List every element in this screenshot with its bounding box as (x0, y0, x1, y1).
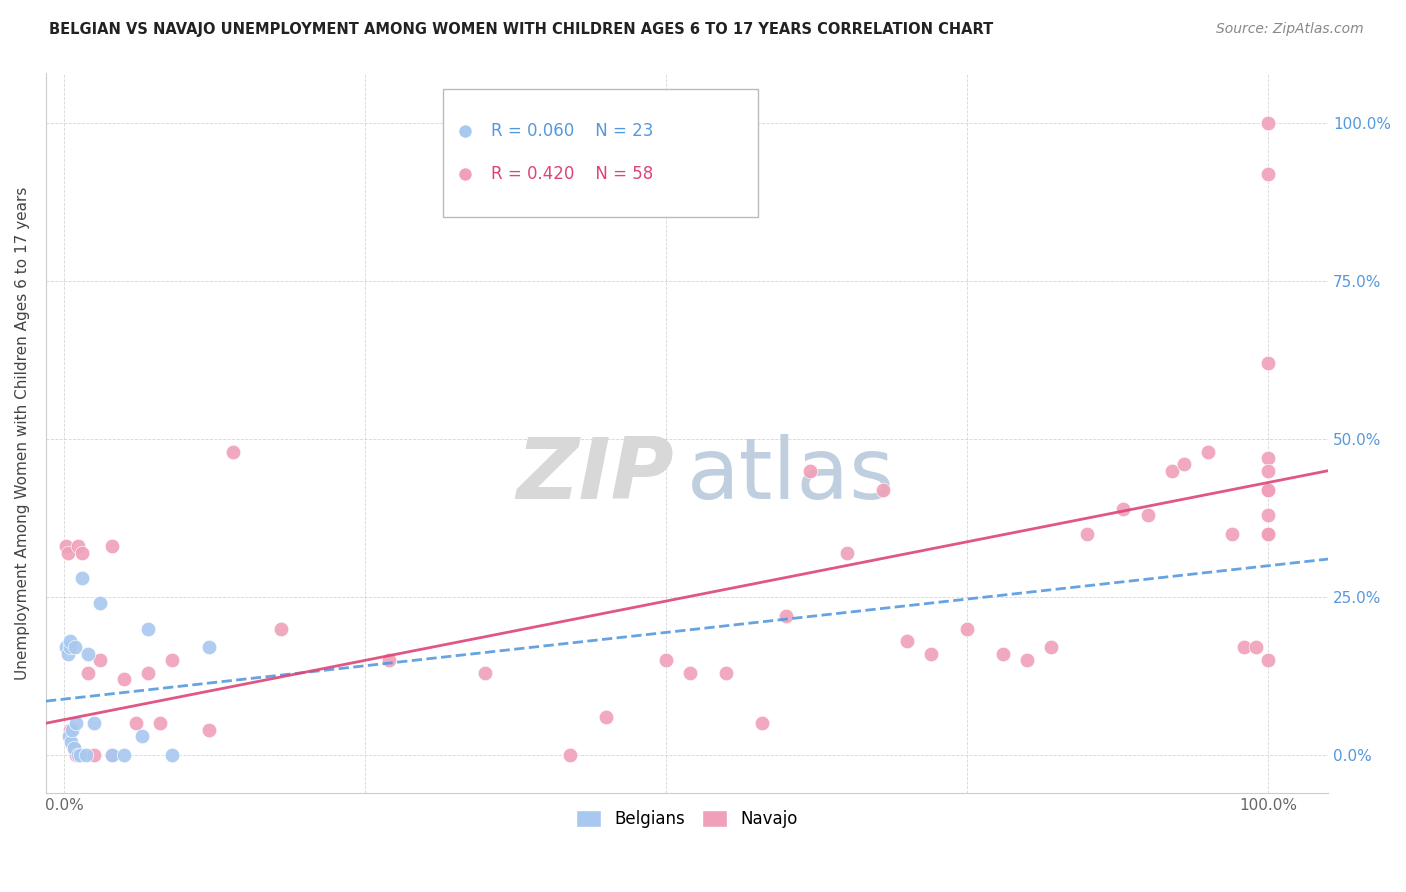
Point (714, 665, 737, 680)
Point (956, 622, 979, 636)
Point (70, 546, 93, 560)
Point (60, 735, 83, 749)
Point (1257, 526, 1279, 541)
Point (75, 747, 97, 762)
Point (131, 729, 153, 743)
Point (1257, 451, 1279, 466)
Point (1160, 464, 1182, 478)
Point (1257, 483, 1279, 497)
Point (1257, 483, 1279, 497)
Point (101, 747, 124, 762)
Point (1257, 167, 1279, 181)
Point (655, 653, 678, 667)
Legend: Belgians, Navajo: Belgians, Navajo (569, 803, 804, 835)
Point (89, 653, 111, 667)
Point (1076, 526, 1098, 541)
Point (775, 608, 797, 623)
Point (474, 665, 496, 680)
Point (67, 747, 90, 762)
Point (447, 167, 470, 181)
Point (112, 747, 135, 762)
Point (197, 723, 219, 737)
Point (65, 747, 87, 762)
Point (991, 647, 1014, 661)
Point (56, 647, 79, 661)
Point (1040, 640, 1063, 655)
Point (1257, 116, 1279, 130)
Point (920, 647, 942, 661)
Point (136, 665, 159, 680)
Point (872, 483, 894, 497)
Point (799, 464, 821, 478)
Point (55, 640, 77, 655)
Point (221, 444, 243, 458)
Point (1173, 458, 1195, 472)
Point (162, 747, 184, 762)
Point (679, 665, 702, 680)
Point (1220, 526, 1243, 541)
Point (112, 672, 135, 686)
Point (69, 747, 91, 762)
Point (1257, 508, 1279, 522)
Point (63, 640, 86, 655)
Point (59, 640, 82, 655)
Point (83, 747, 105, 762)
Point (59, 634, 82, 648)
Point (149, 716, 172, 731)
Point (70, 571, 93, 585)
Point (162, 653, 184, 667)
Text: BELGIAN VS NAVAJO UNEMPLOYMENT AMONG WOMEN WITH CHILDREN AGES 6 TO 17 YEARS CORR: BELGIAN VS NAVAJO UNEMPLOYMENT AMONG WOM… (49, 22, 994, 37)
Point (1136, 508, 1159, 522)
Point (62, 723, 84, 737)
Point (83, 716, 105, 731)
Point (62, 741, 84, 756)
Point (197, 640, 219, 655)
FancyBboxPatch shape (443, 89, 758, 217)
Text: ZIP: ZIP (516, 434, 675, 517)
Point (77, 665, 100, 680)
Point (1233, 640, 1256, 655)
Point (125, 716, 148, 731)
Point (56, 546, 79, 560)
Point (1112, 501, 1135, 516)
Text: atlas: atlas (688, 434, 896, 517)
Point (77, 647, 100, 661)
Point (101, 540, 124, 554)
Point (59, 723, 82, 737)
Point (1257, 526, 1279, 541)
Point (270, 622, 292, 636)
Text: R = 0.420    N = 58: R = 0.420 N = 58 (491, 165, 654, 183)
Point (58, 729, 80, 743)
Point (447, 205, 470, 219)
Point (1244, 640, 1267, 655)
Point (62, 741, 84, 756)
Point (896, 634, 918, 648)
Point (1257, 653, 1279, 667)
Point (378, 653, 401, 667)
Point (101, 747, 124, 762)
Point (89, 596, 111, 610)
Point (67, 540, 90, 554)
Point (558, 747, 581, 762)
Point (136, 622, 159, 636)
Point (1257, 356, 1279, 370)
Text: Source: ZipAtlas.com: Source: ZipAtlas.com (1216, 22, 1364, 37)
Y-axis label: Unemployment Among Women with Children Ages 6 to 17 years: Unemployment Among Women with Children A… (15, 186, 30, 680)
Point (55, 540, 77, 554)
Point (1017, 653, 1039, 667)
Point (835, 546, 858, 560)
Point (1257, 464, 1279, 478)
Point (751, 716, 773, 731)
Point (65, 716, 87, 731)
Text: R = 0.060    N = 23: R = 0.060 N = 23 (491, 121, 654, 139)
Point (1197, 444, 1219, 458)
Point (595, 710, 617, 724)
